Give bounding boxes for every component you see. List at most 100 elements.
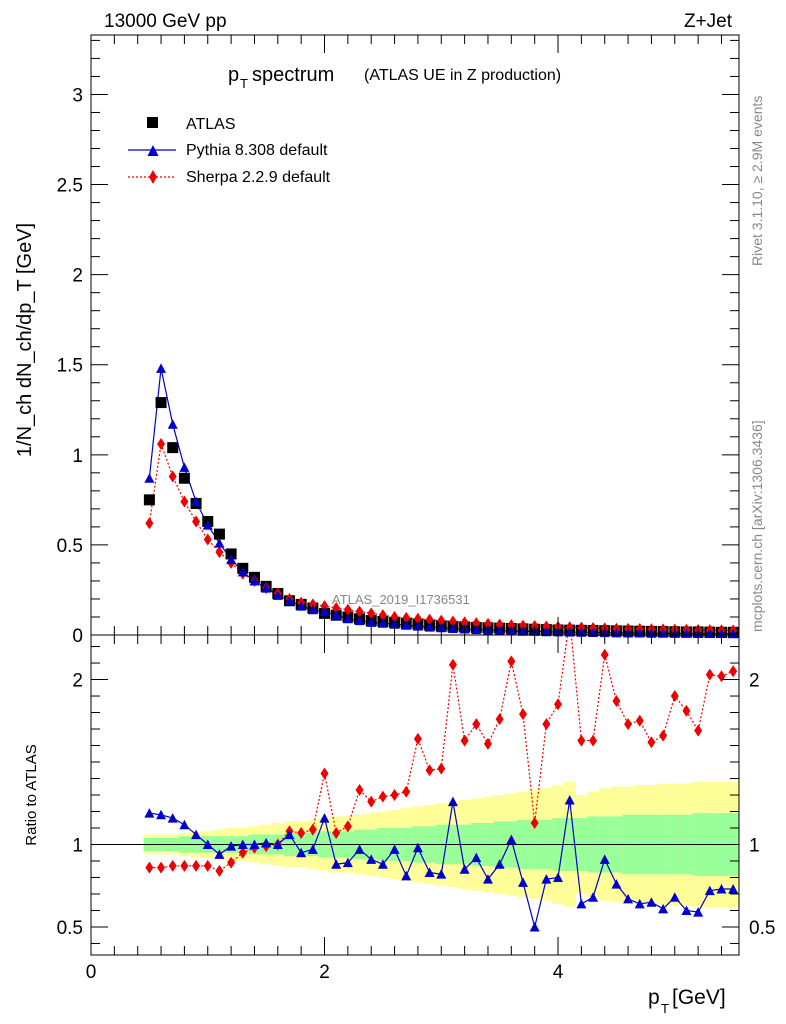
ratio-sherpa-point [402,785,411,798]
sherpa-point [402,611,411,624]
ratio-pythia-point [588,892,599,902]
ratio-pythia-point [459,864,470,874]
upper-y-tick-label: 1.5 [57,356,83,377]
sherpa-point [495,618,504,631]
ratio-pythia-point [179,819,190,830]
axis-ticks: 0 0.5 1 1.5 2 2.5 3 0 2 4 0.5 0.5 1 1 2 2 [57,35,775,983]
pythia-point [284,595,295,606]
ratio-y-axis-label: Ratio to ATLAS [23,744,40,845]
ratio-pythia-point [436,869,447,879]
ratio-pythia-point [249,839,260,849]
pythia-point [179,462,190,472]
ratio-sherpa-point [694,724,703,737]
pythia-point [366,617,377,627]
ratio-pythia-point [623,893,634,904]
ratio-sherpa-point [472,718,481,731]
upper-y-tick-label: 2 [72,266,83,287]
pythia-point [202,520,213,530]
ratio-pythia-point [704,885,715,896]
sherpa-point [343,603,352,616]
legend-atlas-marker [147,117,158,128]
ratio-pythia-point [237,839,248,849]
mcplots-label: mcplots.cern.ch [arXiv:1306.3436] [749,420,765,632]
upper-y-tick-label: 0 [72,626,83,647]
ratio-pythia-point [424,867,435,878]
ratio-pythia-point [261,837,272,848]
title-sub: T [240,76,248,91]
ratio-pythia-point [191,829,202,840]
legend-pythia-marker [147,145,159,156]
x-tick-label: 0 [86,962,97,983]
ratio-pythia-point [658,903,669,914]
pythia-point [541,626,552,637]
ratio-sherpa-point [460,734,469,747]
x-tick-label: 4 [553,962,564,983]
pythia-point [728,628,739,639]
sherpa-point [437,614,446,627]
sherpa-point [215,546,224,559]
sherpa-point [507,619,516,632]
upper-y-tick-label: 3 [72,85,83,106]
ratio-y-tick-label: 1 [72,835,83,856]
ratio-sherpa-point [577,734,586,747]
title-rest: spectrum [252,64,334,86]
ratio-pythia-point [634,898,645,909]
pythia-point [319,606,330,617]
analysis-watermark: ATLAS_2019_I1736531 [332,592,470,607]
pythia-point [424,622,435,632]
ratio-pythia-point [296,847,307,858]
atlas-point [155,397,167,409]
ratio-pythia-point [693,907,704,917]
sherpa-point [308,598,317,611]
sherpa-point [192,515,201,528]
chart-title: p T spectrum (ATLAS UE in Z production) [228,64,561,91]
pythia-point [704,628,715,639]
title-note: (ATLAS UE in Z production) [364,67,561,84]
pythia-point [226,554,237,564]
sherpa-point [448,615,457,628]
legend-atlas-label: ATLAS [186,116,236,133]
sherpa-point [519,619,527,632]
ratio-pythia-point [144,808,155,818]
sherpa-point [145,517,154,530]
pythia-point [354,615,365,626]
ratio-y-tick-label: 0.5 [57,918,83,939]
sherpa-point [425,613,434,626]
pythia-point [156,363,167,373]
pythia-point [412,621,423,631]
pythia-point [518,626,528,636]
ratio-sherpa-point [378,790,387,803]
ratio-pythia-point [156,809,167,820]
ratio-sherpa-point [448,658,457,671]
pythia-point [447,623,458,634]
ratio-sherpa-point [682,704,691,717]
ratio-sherpa-point [600,648,609,661]
ratio-sherpa-point [308,823,317,836]
atlas-point [167,442,179,454]
x-tick-label: 2 [319,962,330,983]
ratio-sherpa-point [227,856,236,869]
ratio-pythia-point [728,884,739,894]
pythia-point [401,620,412,630]
ratio-sherpa-point [425,764,434,777]
y-axis-label-text: 1/N_ch dN_ch/dp_T [GeV] [14,223,36,457]
ratio-sherpa-point [659,729,668,742]
ratio-pythia-point [576,898,587,909]
pythia-point [307,604,318,615]
x-axis-label-main: p [648,986,660,1009]
ratio-pythia-point [518,877,528,887]
ratio-pythia-point [319,813,330,823]
ratio-pythia-point [214,849,225,859]
ratio-sherpa-point [519,708,527,721]
ratio-pythia-point [366,854,377,864]
pythia-point [681,628,692,638]
ratio-pythia-point [202,839,213,849]
ratio-sherpa-point [215,864,224,877]
ratio-pythia-point [599,854,610,864]
ratio-pythia-point [494,859,505,869]
ratio-pythia-point [377,859,388,869]
pythia-point [342,613,353,624]
ratio-pythia-point [272,839,283,849]
ratio-sherpa-point [145,861,154,874]
ratio-sherpa-point [320,767,329,780]
